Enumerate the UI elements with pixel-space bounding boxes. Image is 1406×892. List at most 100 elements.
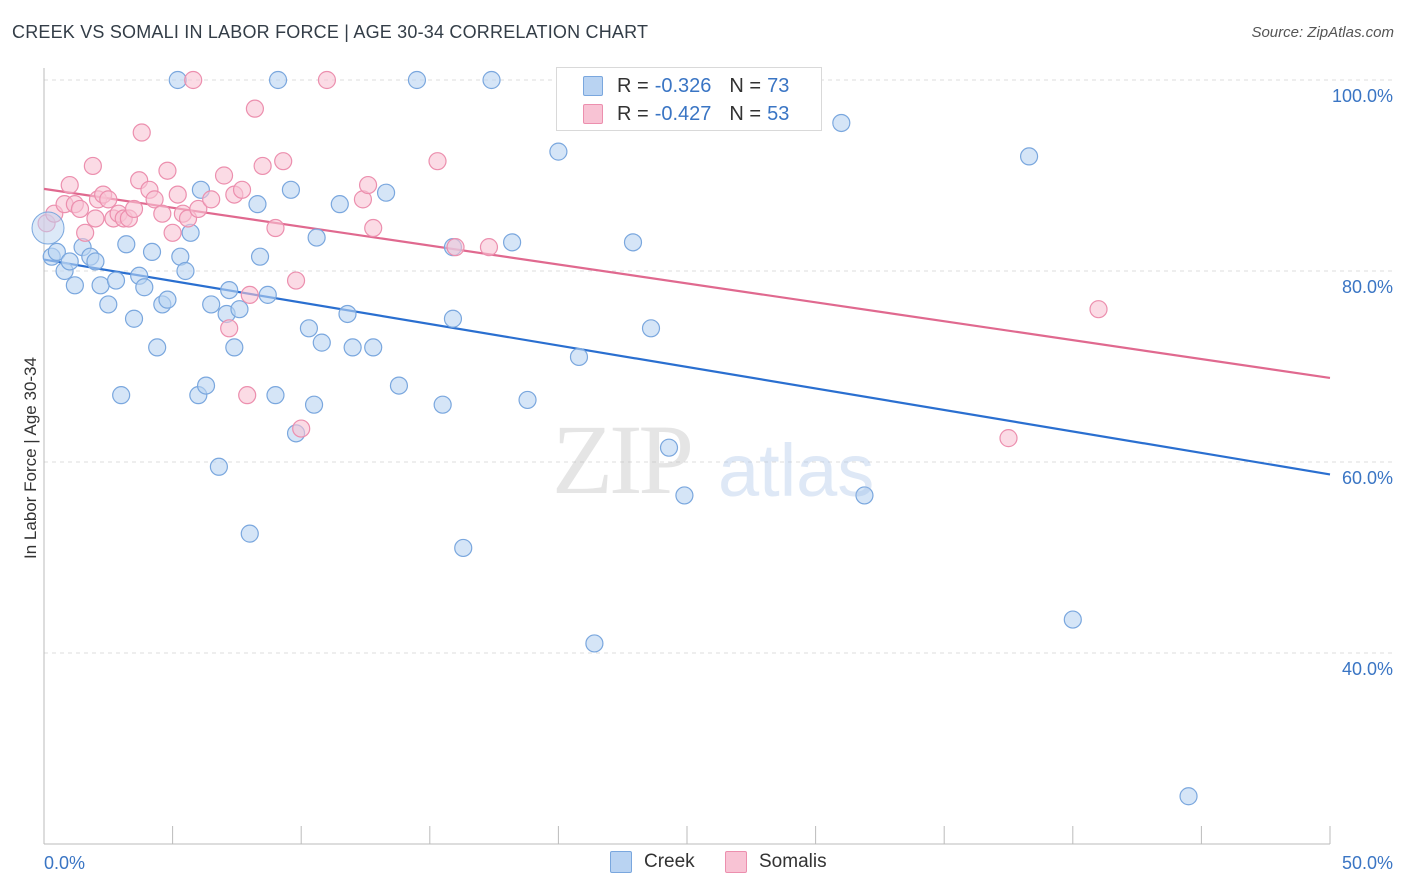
somali-point	[253, 156, 272, 176]
creek-point	[230, 300, 249, 319]
watermark-zip: ZIP	[552, 404, 694, 515]
creek-point	[220, 281, 239, 300]
creek-swatch	[610, 851, 632, 873]
source-label: Source: ZipAtlas.com	[1251, 24, 1394, 41]
stats-legend: R = -0.326 N = 73 R = -0.427 N = 53	[556, 67, 822, 131]
somali-point	[266, 218, 285, 238]
creek-point	[86, 252, 105, 271]
creek-point	[569, 347, 589, 367]
somali-point	[292, 419, 311, 438]
gridlines	[44, 79, 1392, 654]
creek-point	[60, 252, 79, 271]
somali-point	[220, 319, 239, 338]
creek-point	[112, 386, 131, 405]
creek-point	[389, 376, 409, 395]
somali-point	[124, 199, 144, 219]
creek-point	[65, 276, 84, 295]
somali-point	[184, 70, 203, 90]
creek-point	[225, 338, 244, 357]
creek-point	[659, 438, 679, 457]
creek-point-cluster	[31, 211, 65, 245]
legend-item-creek[interactable]: Creek	[610, 851, 695, 873]
creek-point	[202, 295, 221, 314]
somali-point	[202, 190, 221, 209]
somali-point	[479, 238, 499, 257]
creek-point	[135, 278, 154, 297]
creek-point	[482, 70, 501, 90]
y-axis-label: In Labor Force | Age 30-34	[21, 357, 40, 559]
chart-title: CREEK VS SOMALI IN LABOR FORCE | AGE 30-…	[12, 22, 649, 42]
legend-row-somalis: R = -0.427 N = 53	[583, 100, 789, 128]
somali-point	[358, 175, 378, 195]
creek-point	[407, 70, 427, 90]
creek-point	[268, 70, 288, 90]
somali-point	[274, 152, 293, 171]
r-value: -0.326	[654, 74, 712, 97]
somali-trend-line	[43, 187, 1331, 380]
somali-point	[214, 166, 234, 185]
somali-point	[70, 199, 90, 219]
somali-point	[999, 429, 1018, 448]
somali-point	[364, 218, 383, 238]
creek-point	[1019, 147, 1039, 166]
somali-swatch	[583, 104, 603, 124]
y-tick-label: 40.0%	[1342, 659, 1393, 679]
creek-point	[312, 333, 331, 352]
somali-point	[76, 223, 95, 242]
creek-point	[641, 319, 661, 338]
legend-label-creek: Creek	[644, 851, 695, 872]
creek-point	[675, 486, 694, 505]
creek-point	[176, 261, 195, 281]
legend-item-somalis[interactable]: Somalis	[725, 851, 827, 873]
r-label: R =	[617, 74, 649, 97]
creek-point	[518, 390, 537, 410]
somali-swatch	[725, 851, 747, 873]
n-label: N =	[729, 74, 762, 97]
x-tick-label: 50.0%	[1342, 853, 1393, 873]
y-tick-label: 60.0%	[1342, 468, 1393, 488]
creek-point	[196, 376, 216, 395]
tick-labels: 100.0% 80.0% 60.0% 40.0% 0.0% 50.0% In Labor F…	[21, 86, 1393, 873]
somali-point	[317, 70, 337, 90]
creek-point	[258, 285, 277, 304]
creek-point	[503, 233, 522, 252]
creek-point	[281, 180, 301, 199]
somali-point	[189, 199, 208, 219]
somali-point	[232, 180, 252, 199]
somali-point	[60, 175, 79, 195]
somali-point	[286, 271, 306, 290]
x-tick-label: 0.0%	[44, 853, 85, 873]
r-label: R =	[617, 102, 649, 125]
somali-point	[1089, 300, 1108, 319]
somali-point	[240, 285, 259, 304]
creek-point	[168, 70, 187, 90]
creek-point	[91, 276, 110, 295]
creek-point	[142, 242, 162, 261]
r-value: -0.427	[654, 102, 712, 125]
n-value: 53	[767, 102, 790, 125]
data-points	[31, 70, 1198, 806]
creek-point	[124, 309, 144, 328]
somali-point	[86, 209, 105, 228]
legend-row-creek: R = -0.326 N = 73	[583, 72, 789, 100]
creek-point	[299, 319, 319, 338]
creek-point	[855, 486, 874, 505]
creek-point	[443, 309, 463, 328]
legend-label-somalis: Somalis	[759, 851, 827, 872]
creek-point	[250, 247, 270, 266]
creek-point	[585, 634, 604, 653]
somali-point	[446, 238, 465, 257]
n-label: N =	[729, 102, 762, 125]
creek-point	[1063, 610, 1082, 629]
creek-point	[376, 183, 396, 202]
creek-point	[266, 386, 285, 405]
creek-point	[304, 395, 324, 414]
axes	[43, 68, 1331, 845]
somali-point	[428, 152, 447, 171]
n-value: 73	[767, 74, 790, 97]
creek-point	[117, 235, 136, 254]
somali-point	[99, 190, 118, 209]
somali-point	[158, 161, 177, 180]
creek-point	[99, 295, 118, 314]
